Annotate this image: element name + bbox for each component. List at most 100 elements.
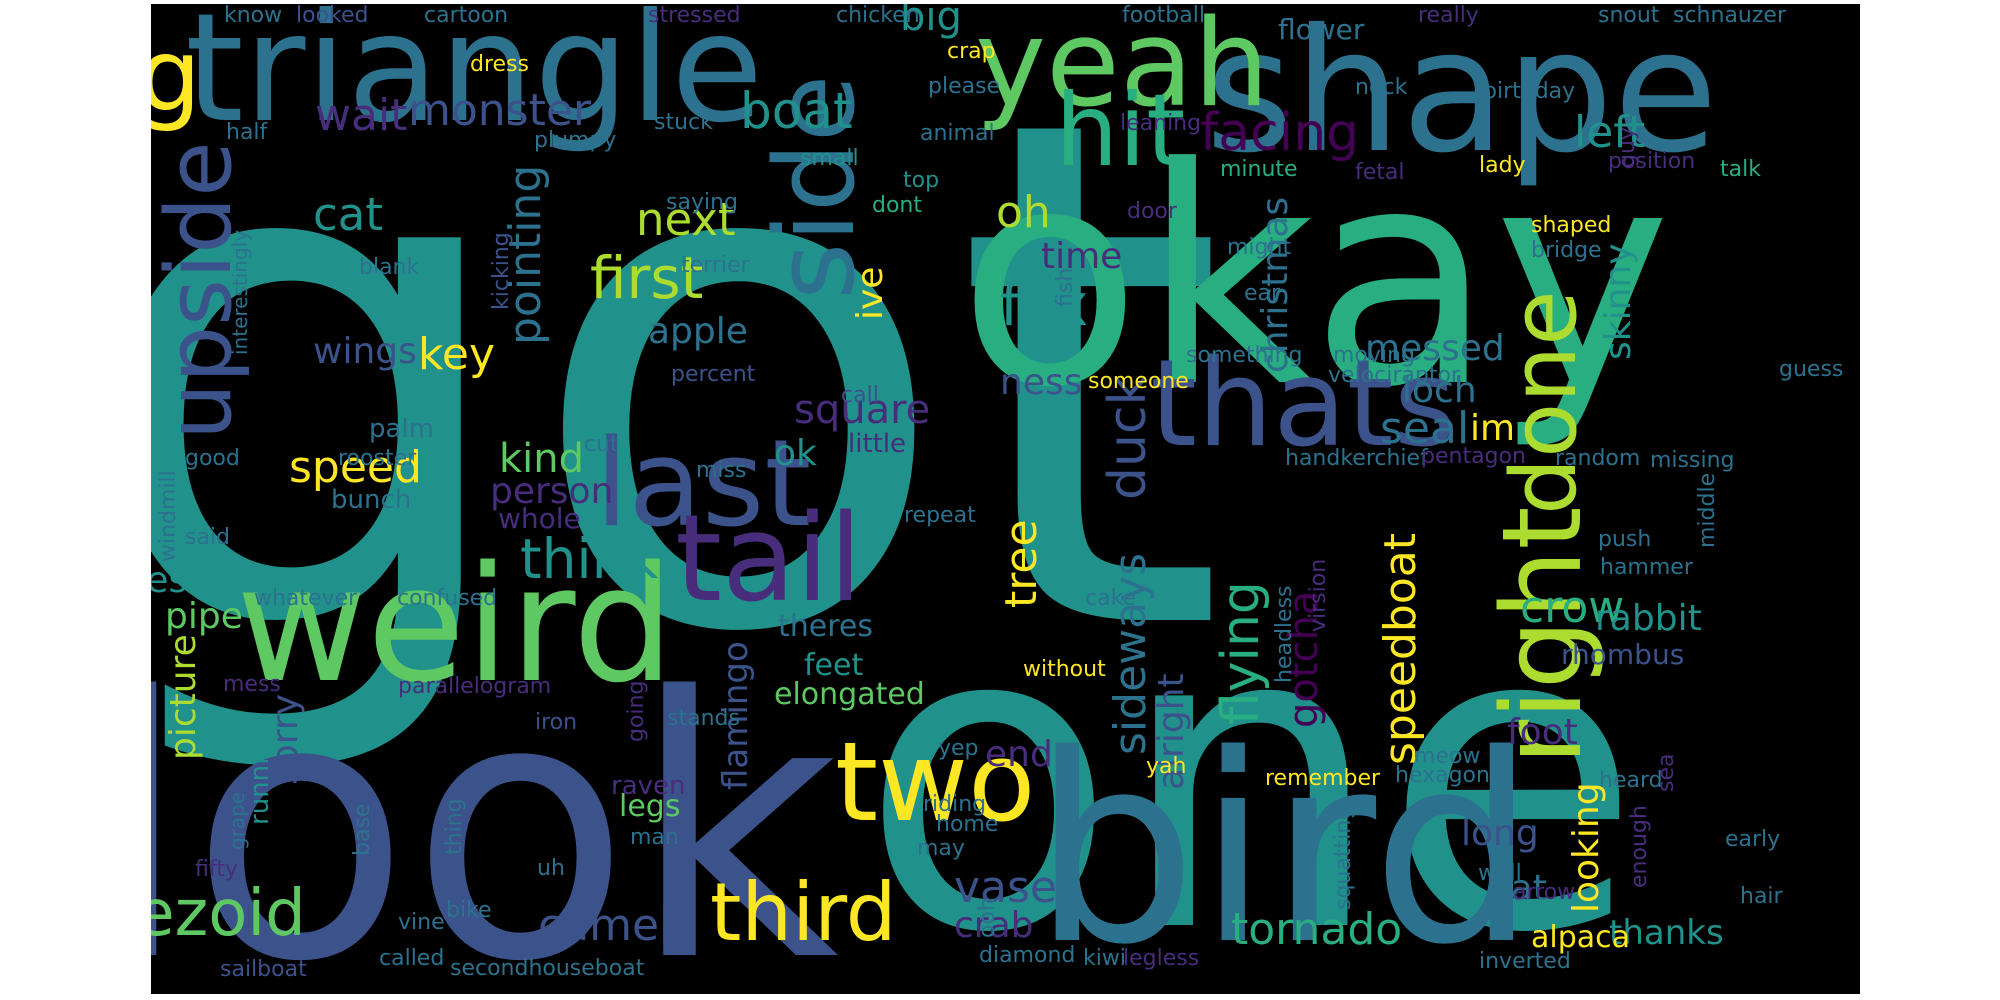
word-fat: fat (1498, 868, 1547, 909)
word-monster: monster (408, 85, 592, 136)
word-boat: boat (740, 82, 853, 140)
word-enough: enough (1627, 805, 1652, 888)
word-pentagon: pentagon (1421, 444, 1526, 469)
word-dress: dress (470, 52, 529, 77)
word-shape: shape (1205, 4, 1718, 191)
word-christmas: christmas (1255, 197, 1296, 373)
word-weird: weird (236, 531, 674, 718)
word-hammer: hammer (1600, 555, 1694, 580)
word-skinny: skinny (1598, 243, 1639, 360)
word-cloud: got okay one look bird shape triangle weird yeah… (151, 4, 1860, 994)
word-repeat: repeat (904, 503, 976, 528)
word-uh: uh (537, 856, 565, 881)
word-push: push (1598, 527, 1651, 552)
word-apple: apple (648, 311, 748, 352)
word-plumpy: plumpy (534, 128, 616, 153)
word-missing: missing (1650, 448, 1735, 473)
word-middle: middle (1695, 473, 1720, 548)
word-someone: someone (1088, 369, 1189, 394)
word-key: key (418, 329, 495, 380)
word-yeah: yeah (975, 4, 1269, 134)
word-rhombus: rhombus (1561, 638, 1684, 671)
word-speed: speed (289, 442, 422, 493)
word-neck: neck (1355, 75, 1408, 100)
word-know: know (224, 4, 282, 28)
word-random: random (1555, 446, 1640, 471)
word-duck: duck (1098, 375, 1158, 500)
word-talk: talk (1720, 157, 1761, 182)
word-guess: guess (1779, 357, 1843, 382)
word-kicking: kicking (489, 232, 514, 310)
word-two: two (835, 718, 1035, 846)
word-without: without (1023, 657, 1106, 682)
word-sorry: sorry (265, 694, 306, 785)
word-big: big (900, 4, 962, 40)
word-virsion: virsion (1306, 559, 1331, 632)
word-really: really (1418, 4, 1479, 28)
word-half: half (226, 120, 269, 145)
word-said: said (185, 525, 230, 550)
word-snout: snout (1598, 4, 1660, 28)
word-yep: yep (938, 736, 979, 761)
word-raven: raven (611, 771, 685, 801)
word-shaped: shaped (1531, 213, 1611, 238)
word-think: think (520, 527, 659, 591)
word-little: little (848, 429, 906, 459)
word-heard: heard (1599, 768, 1663, 793)
word-tail: tail (675, 490, 862, 629)
word-legs: legs (619, 789, 680, 824)
word-next: next (636, 193, 736, 246)
word-cut: cut (584, 432, 619, 457)
word-position: position (1608, 149, 1695, 174)
word-im: im (1470, 408, 1515, 449)
word-called: called (379, 946, 444, 971)
word-bridge: bridge (1531, 238, 1602, 263)
word-camel: camel (538, 900, 671, 951)
word-gotcha: gotcha (1281, 591, 1327, 728)
word-feet: feet (804, 648, 863, 683)
word-palm: palm (369, 414, 434, 444)
word-confused: confused (397, 586, 497, 611)
word-trapezoid: trapezoid (151, 877, 306, 951)
word-minute: minute (1220, 157, 1298, 182)
word-ness: ness (1000, 362, 1082, 403)
word-okay: okay (958, 104, 1671, 453)
word-ok: ok (774, 433, 817, 474)
word-fetal: fetal (1355, 160, 1405, 185)
word-dont: dont (872, 193, 922, 218)
word-arrow: arrow (1513, 880, 1575, 905)
word-stands: stands (667, 706, 740, 731)
word-long: long (1461, 813, 1539, 854)
word-kind: kind (499, 436, 584, 482)
word-squatting: squatting (1331, 806, 1356, 910)
word-home: home (936, 812, 998, 837)
word-saying: saying (666, 190, 738, 215)
word-stuck: stuck (654, 110, 713, 135)
word-wait: wait (315, 90, 407, 141)
word-animal: animal (920, 121, 995, 146)
word-flower: flower (1278, 13, 1365, 46)
word-crow: crow (1520, 582, 1624, 633)
word-time: time (1041, 236, 1122, 277)
word-legless: legless (1123, 946, 1199, 971)
word-may: may (917, 836, 965, 861)
word-got: got (151, 4, 1227, 786)
word-third: third (710, 866, 897, 959)
word-speedboat: speedboat (1375, 533, 1426, 765)
word-meow: meow (1414, 744, 1480, 769)
word-well: well (1478, 861, 1522, 886)
word-iron: iron (535, 710, 577, 735)
word-thanks: thanks (1609, 913, 1724, 953)
word-hair: hair (1740, 884, 1784, 909)
word-rooster: rooster (338, 446, 417, 471)
word-hit: hit (1055, 72, 1185, 189)
word-terrier: terrier (681, 253, 751, 278)
word-kiwi: kiwi (1083, 946, 1126, 971)
word-man: man (630, 825, 679, 850)
word-percent: percent (671, 362, 756, 387)
word-looking: looking (1566, 782, 1607, 913)
word-cake: cake (1085, 586, 1136, 611)
word-thing: thing (442, 798, 467, 855)
word-top: top (903, 168, 939, 193)
